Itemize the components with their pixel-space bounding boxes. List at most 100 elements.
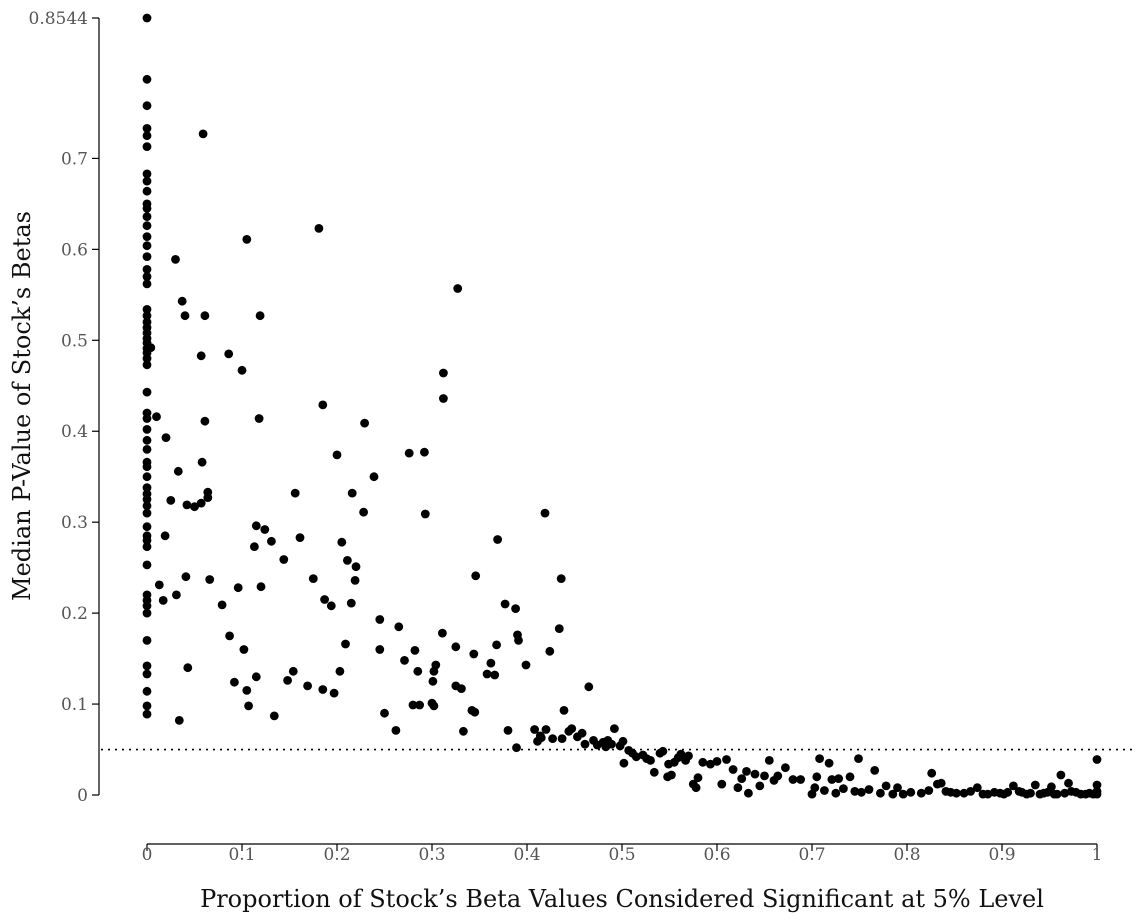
- x-tick-label: 0.9: [988, 845, 1015, 865]
- data-point: [244, 701, 254, 711]
- data-point: [142, 686, 152, 696]
- data-point: [876, 788, 885, 798]
- data-point: [691, 783, 701, 793]
- data-point: [924, 786, 934, 795]
- data-point: [320, 595, 329, 604]
- data-point: [839, 784, 848, 793]
- data-point: [142, 176, 152, 186]
- data-point: [205, 575, 215, 584]
- data-point: [142, 13, 152, 23]
- data-point: [857, 787, 866, 797]
- data-point: [154, 580, 164, 590]
- data-point: [260, 525, 270, 534]
- data-point: [812, 772, 822, 782]
- data-point: [142, 252, 152, 261]
- data-point: [567, 724, 577, 733]
- data-point: [1060, 788, 1070, 798]
- data-point: [530, 725, 539, 734]
- data-point: [142, 601, 152, 611]
- data-point: [722, 755, 731, 764]
- data-point: [335, 666, 345, 676]
- data-point: [142, 387, 152, 397]
- data-point: [346, 598, 356, 608]
- data-point: [854, 754, 863, 763]
- data-point: [1092, 780, 1102, 790]
- data-point: [577, 728, 587, 738]
- data-point: [142, 311, 152, 321]
- data-point: [171, 255, 180, 264]
- data-point: [760, 771, 769, 781]
- data-point: [684, 751, 693, 761]
- y-tick-label: 0.2: [61, 604, 88, 624]
- y-tick-label: 0: [77, 786, 88, 806]
- data-point: [451, 642, 461, 652]
- data-point: [142, 701, 152, 711]
- data-point: [332, 450, 342, 460]
- data-point: [773, 771, 783, 781]
- data-point: [906, 787, 916, 797]
- data-point: [351, 562, 361, 572]
- data-point: [439, 368, 448, 378]
- y-tick-label: 0.5: [61, 331, 88, 351]
- data-point: [831, 788, 841, 798]
- data-point: [152, 412, 161, 422]
- data-point: [420, 447, 429, 457]
- data-point: [717, 779, 727, 789]
- data-point: [400, 656, 409, 665]
- data-points: [142, 13, 1102, 799]
- y-axis-title: Median P-Value of Stock’s Betas: [8, 211, 36, 601]
- data-point: [230, 677, 239, 687]
- data-point: [142, 221, 152, 231]
- y-tick-label: 0.4: [61, 422, 88, 442]
- data-point: [1009, 781, 1018, 791]
- data-point: [359, 507, 368, 517]
- data-point: [254, 414, 264, 423]
- data-point: [200, 416, 210, 426]
- data-point: [881, 781, 891, 791]
- data-point: [326, 601, 336, 611]
- data-point: [413, 666, 423, 676]
- data-point: [172, 590, 181, 600]
- data-point: [408, 700, 418, 710]
- y-axis-ticks: 0 0.1 0.2 0.3 0.4 0.5 0.6 0.7 0.8544: [29, 9, 99, 806]
- data-point: [712, 757, 722, 766]
- data-point: [492, 640, 501, 650]
- data-point: [936, 778, 946, 788]
- data-point: [142, 101, 152, 111]
- data-point: [453, 284, 463, 293]
- data-point: [410, 646, 420, 655]
- data-point: [158, 596, 168, 605]
- x-tick-label: 0.8: [893, 845, 920, 865]
- x-tick-label: 0.3: [418, 845, 445, 865]
- data-point: [269, 711, 279, 721]
- data-point: [166, 496, 176, 505]
- data-point: [251, 521, 261, 531]
- data-point: [239, 645, 249, 654]
- data-point: [755, 781, 765, 791]
- data-point: [888, 789, 898, 799]
- data-point: [827, 775, 837, 784]
- data-point: [329, 688, 339, 698]
- data-point: [142, 560, 152, 570]
- data-point: [142, 142, 152, 152]
- data-point: [182, 500, 192, 510]
- data-point: [845, 772, 855, 782]
- data-point: [242, 235, 252, 244]
- data-point: [318, 400, 328, 410]
- data-point: [391, 726, 401, 735]
- data-point: [142, 445, 152, 454]
- data-point: [198, 129, 208, 139]
- data-point: [429, 701, 439, 711]
- data-point: [649, 767, 659, 777]
- data-point: [490, 670, 500, 680]
- data-point: [180, 311, 190, 321]
- data-point: [142, 495, 152, 504]
- data-point: [556, 574, 566, 583]
- x-tick-label: 0.4: [513, 845, 540, 865]
- data-point: [580, 739, 590, 749]
- data-point: [142, 636, 152, 645]
- y-tick-label: 0.1: [61, 695, 88, 715]
- data-point: [181, 572, 191, 582]
- x-tick-label: 1: [1092, 845, 1103, 865]
- data-point: [1092, 789, 1102, 799]
